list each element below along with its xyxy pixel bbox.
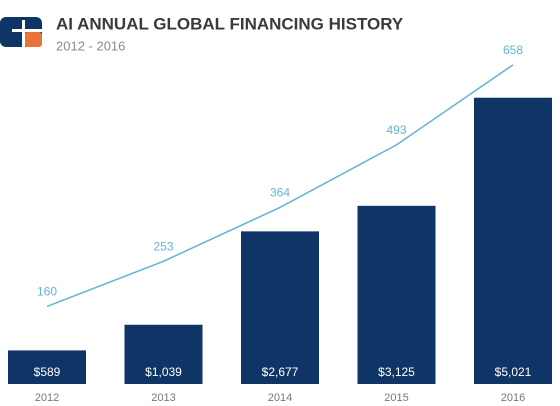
data-label: 253 — [153, 239, 173, 253]
data-label: $589 — [34, 365, 61, 379]
data-label: $1,039 — [145, 365, 182, 379]
chart-subtitle: 2012 - 2016 — [56, 38, 125, 53]
x-tick-label: 2012 — [35, 392, 59, 404]
logo-bar — [22, 20, 25, 47]
x-tick-label: 2016 — [501, 392, 525, 404]
bar — [8, 350, 86, 384]
x-tick-label: 2014 — [268, 392, 292, 404]
bar — [357, 205, 436, 384]
bar — [124, 324, 203, 384]
chart-title: AI ANNUAL GLOBAL FINANCING HISTORY — [56, 14, 404, 33]
data-label: $2,677 — [262, 365, 299, 379]
bar — [474, 97, 552, 385]
data-label: 364 — [270, 186, 290, 200]
line — [46, 64, 514, 308]
data-label: 658 — [503, 43, 523, 57]
x-tick-label: 2013 — [151, 392, 175, 404]
bar — [241, 231, 319, 384]
data-label: $5,021 — [495, 365, 532, 379]
data-label: $3,125 — [378, 365, 415, 379]
logo-accent — [24, 32, 42, 47]
data-label: 160 — [37, 285, 57, 299]
logo-bar — [12, 29, 42, 32]
data-label: 493 — [386, 123, 406, 137]
logo — [0, 17, 42, 47]
x-tick-label: 2015 — [384, 392, 408, 404]
